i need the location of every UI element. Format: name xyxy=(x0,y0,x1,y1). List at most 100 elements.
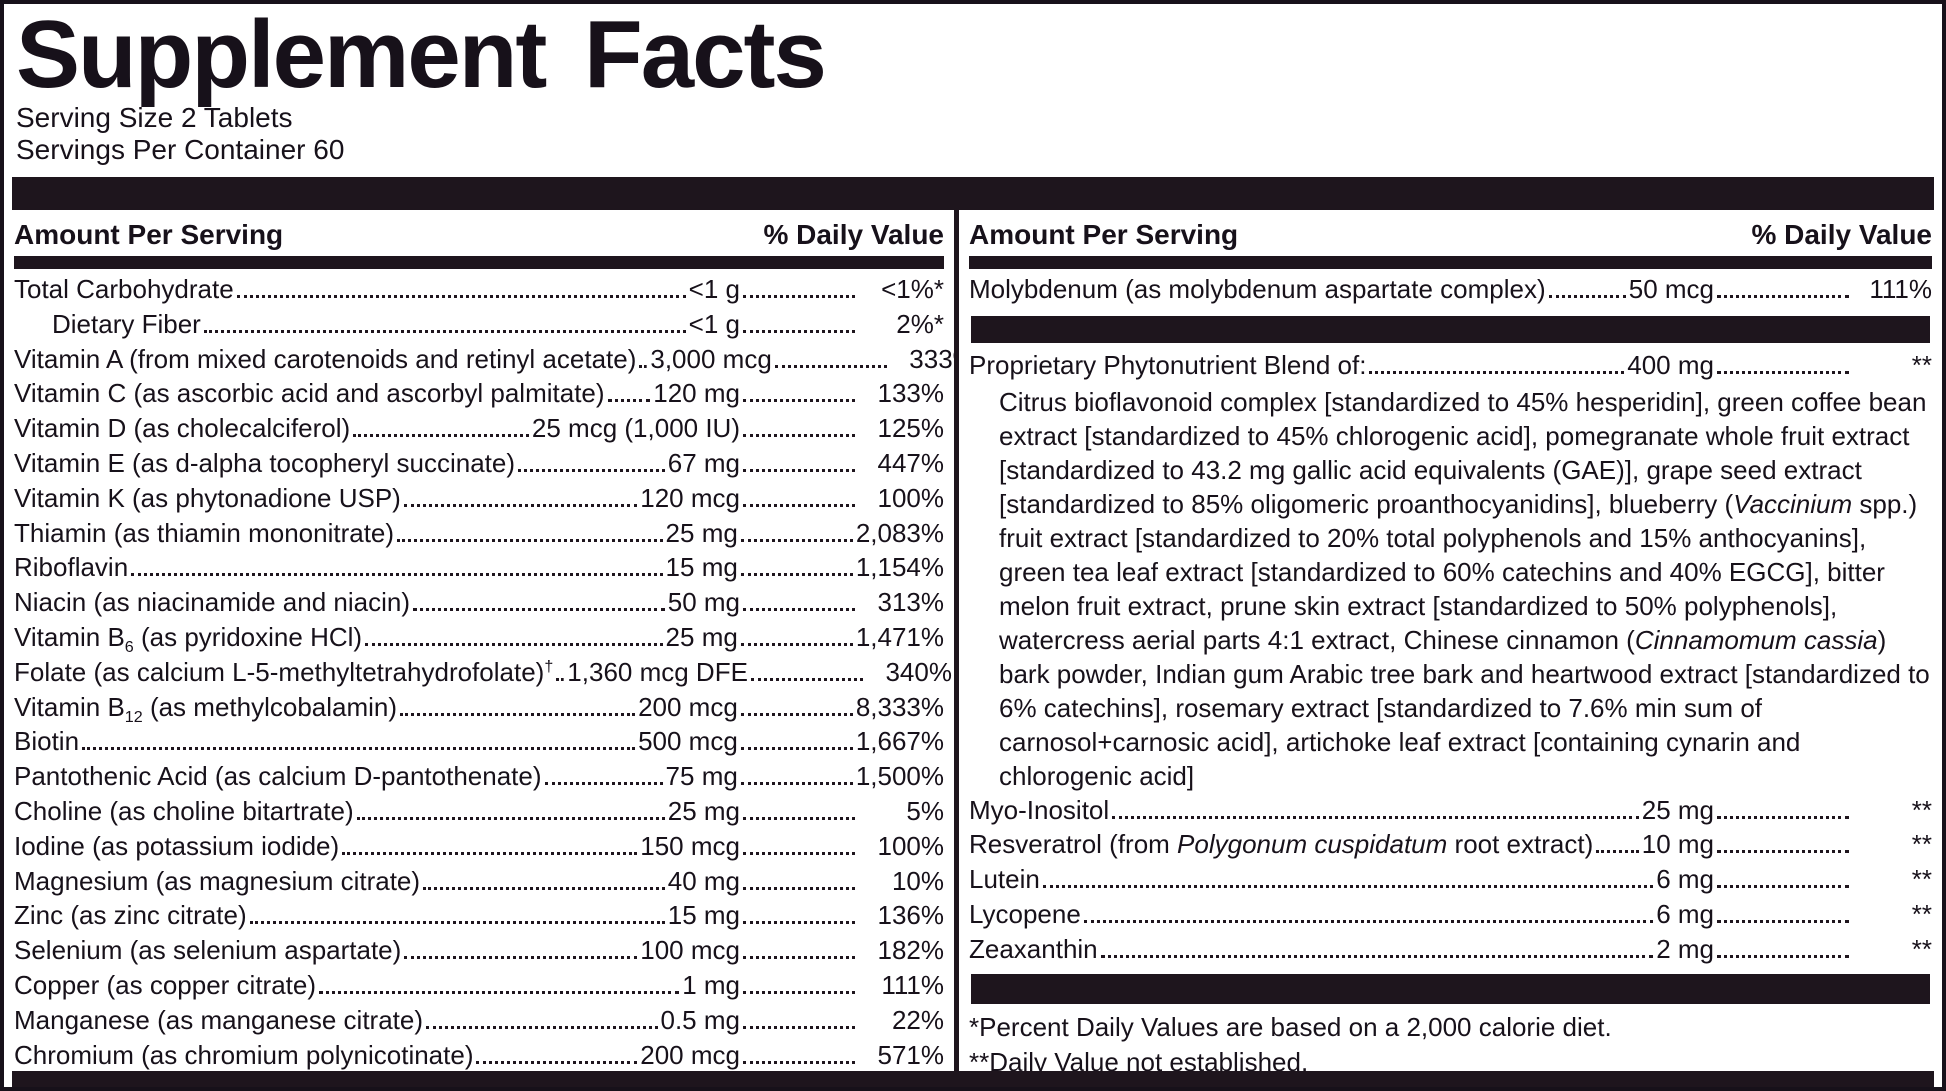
nutrient-name: Pantothenic Acid (as calcium D-pantothen… xyxy=(14,761,542,792)
leader-dots xyxy=(1369,370,1625,374)
nutrient-amount: 100 mcg xyxy=(640,935,740,966)
nutrient-name: Proprietary Phytonutrient Blend of: xyxy=(969,349,1367,380)
nutrient-daily-value: 447% xyxy=(877,448,945,479)
nutrient-amount: 6 mg xyxy=(1656,899,1714,930)
nutrient-daily-value: <1%* xyxy=(881,274,944,305)
nutrient-daily-value: 5% xyxy=(906,796,944,827)
leader-dots xyxy=(743,921,855,925)
nutrient-daily-value: 133% xyxy=(877,378,945,409)
nutrient-amount: 2 mg xyxy=(1656,933,1714,964)
nutrient-row: Molybdenum (as molybdenum aspartate comp… xyxy=(969,274,1932,309)
nutrient-name: Thiamin (as thiamin mononitrate) xyxy=(14,517,395,548)
nutrient-amount: 200 mcg xyxy=(638,691,738,722)
daily-value-heading: % Daily Value xyxy=(1751,219,1932,251)
nutrient-row: Thiamin (as thiamin mononitrate) 25 mg 2,… xyxy=(14,518,944,553)
nutrient-row: Zeaxanthin 2 mg ** xyxy=(969,934,1932,969)
nutrient-name: Zeaxanthin xyxy=(969,933,1098,964)
nutrient-name: Molybdenum (as molybdenum aspartate comp… xyxy=(969,274,1546,305)
leader-dots xyxy=(404,956,638,960)
nutrient-daily-value: ** xyxy=(1911,829,1932,860)
nutrient-amount: 25 mg xyxy=(665,517,738,548)
leader-dots xyxy=(743,817,855,821)
leader-dots xyxy=(740,712,853,716)
nutrient-row: Riboflavin 15 mg 1,154% xyxy=(14,552,944,587)
nutrient-amount: 1,360 mcg DFE xyxy=(567,656,748,687)
nutrient-amount: 75 mg xyxy=(665,761,738,792)
leader-dots xyxy=(1083,920,1654,924)
nutrient-name: Zinc (as zinc citrate) xyxy=(14,900,247,931)
nutrient-daily-value: ** xyxy=(1911,899,1932,930)
leader-dots xyxy=(403,503,638,507)
nutrient-name: Lutein xyxy=(969,864,1040,895)
nutrient-amount: 50 mg xyxy=(667,587,740,618)
leader-dots xyxy=(743,399,855,403)
nutrient-row: Lycopene 6 mg ** xyxy=(969,899,1932,934)
nutrient-daily-value: 2%* xyxy=(896,308,944,339)
right-bottom-rows: Myo-Inositol 25 mg ** Resveratrol (from Pol… xyxy=(969,795,1932,969)
leader-dots xyxy=(743,886,855,890)
nutrient-row: Vitamin D (as cholecalciferol) 25 mcg (1,… xyxy=(14,413,944,448)
nutrient-row: Vitamin A (from mixed carotenoids and re… xyxy=(14,343,954,379)
nutrient-daily-value: 1,500% xyxy=(855,761,944,792)
nutrient-daily-value: 1,471% xyxy=(855,622,944,653)
left-rows: Total Carbohydrate <1 g <1%* Dietary Fiber… xyxy=(14,274,954,1071)
nutrient-amount: 120 mcg xyxy=(640,482,740,513)
leader-dots xyxy=(743,1025,855,1029)
leader-dots xyxy=(743,329,855,333)
nutrient-amount: 67 mg xyxy=(667,448,740,479)
nutrient-daily-value: 10% xyxy=(891,865,944,896)
nutrient-row: Vitamin B12 (as methylcobalamin) 200 mcg 8… xyxy=(14,692,944,727)
nutrient-name: Resveratrol (from Polygonum cuspidatum r… xyxy=(969,829,1594,860)
nutrient-daily-value: 111% xyxy=(1869,274,1932,305)
nutrient-daily-value: 333% xyxy=(909,343,954,374)
servings-per-container: Servings Per Container 60 xyxy=(16,134,345,166)
leader-dots xyxy=(740,538,853,542)
nutrient-name: Vitamin K (as phytonadione USP) xyxy=(14,482,401,513)
nutrient-daily-value: 340% xyxy=(885,656,952,687)
leader-dots xyxy=(1717,920,1849,924)
nutrient-row: Vitamin B6 (as pyridoxine HCl) 25 mg 1,471… xyxy=(14,622,944,657)
section-divider-bar xyxy=(971,315,1930,343)
nutrient-name: Vitamin C (as ascorbic acid and ascorbyl… xyxy=(14,378,605,409)
vertical-divider xyxy=(954,210,959,1071)
footnote-divider-bar xyxy=(971,973,1930,1004)
nutrient-row: Iodine (as potassium iodide) 150 mcg 100% xyxy=(14,831,944,866)
footnote-daily-values: *Percent Daily Values are based on a 2,0… xyxy=(969,1011,1612,1042)
nutrient-name: Lycopene xyxy=(969,899,1081,930)
nutrient-daily-value: 111% xyxy=(881,970,944,1001)
nutrient-amount: 50 mcg xyxy=(1628,274,1714,305)
footnote-not-established: **Daily Value not established. xyxy=(969,1046,1309,1071)
leader-dots xyxy=(743,991,855,995)
nutrient-row: Niacin (as niacinamide and niacin) 50 mg 3… xyxy=(14,587,944,622)
leader-dots xyxy=(740,747,853,751)
nutrient-name: Copper (as copper citrate) xyxy=(14,970,317,1001)
nutrient-name: Choline (as choline bitartrate) xyxy=(14,796,354,827)
nutrient-name: Folate (as calcium L-5-methyltetrahydrof… xyxy=(14,656,554,687)
leader-dots xyxy=(1717,295,1849,299)
nutrient-row: Pantothenic Acid (as calcium D-pantothen… xyxy=(14,761,944,796)
nutrient-row: Vitamin E (as d-alpha tocopheryl succina… xyxy=(14,448,944,483)
nutrient-amount: 3,000 mcg xyxy=(650,343,772,374)
left-column: Amount Per Serving % Daily Value Total C… xyxy=(4,210,954,1071)
nutrient-row: Total Carbohydrate <1 g <1%* xyxy=(14,274,944,309)
nutrient-amount: 1 mg xyxy=(682,970,740,1001)
leader-dots xyxy=(1596,850,1639,854)
daily-value-heading: % Daily Value xyxy=(763,219,944,251)
leader-dots xyxy=(639,364,648,368)
nutrient-amount: 6 mg xyxy=(1656,864,1714,895)
nutrient-row: Choline (as choline bitartrate) 25 mg 5% xyxy=(14,796,944,831)
nutrient-amount: 15 mg xyxy=(665,552,738,583)
leader-dots xyxy=(1548,295,1626,299)
nutrient-name: Vitamin E (as d-alpha tocopheryl succina… xyxy=(14,448,515,479)
nutrient-amount: 25 mg xyxy=(665,622,738,653)
leader-dots xyxy=(740,643,853,647)
leader-dots xyxy=(236,295,686,299)
nutrient-amount: 0.5 mg xyxy=(660,1004,741,1035)
nutrient-amount: 400 mg xyxy=(1627,349,1714,380)
nutrient-amount: 10 mg xyxy=(1641,829,1714,860)
nutrient-row: Proprietary Phytonutrient Blend of: 400 … xyxy=(969,350,1932,385)
leader-dots xyxy=(607,399,651,403)
leader-dots xyxy=(743,956,855,960)
nutrient-amount: 40 mg xyxy=(667,865,740,896)
